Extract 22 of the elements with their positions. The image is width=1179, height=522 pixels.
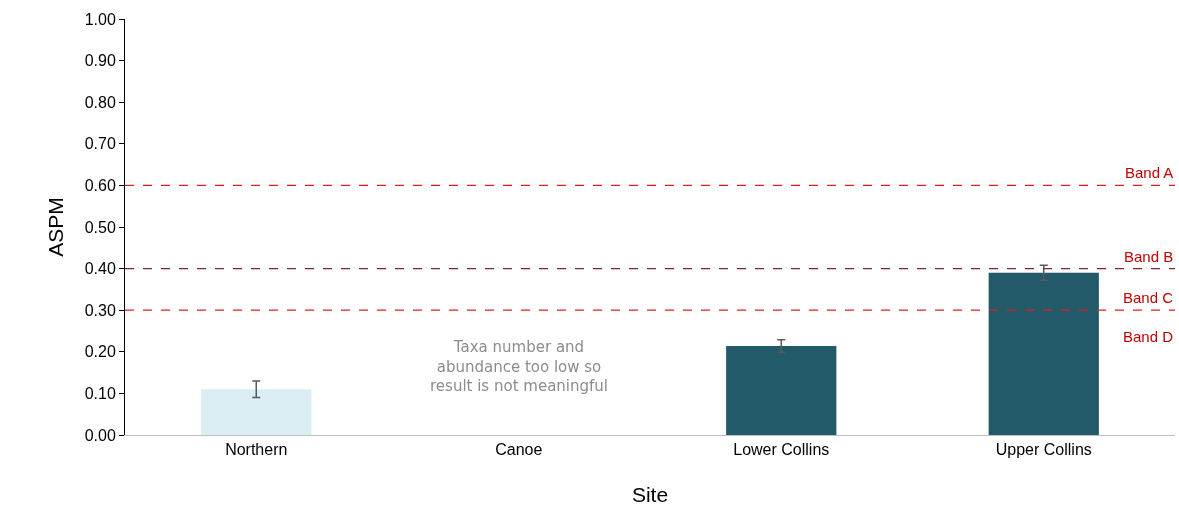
ref-line-label: Band B	[1124, 248, 1174, 265]
annotation: Band D	[1123, 328, 1174, 345]
y-tick-label: 0.10	[84, 385, 116, 402]
y-tick-label: 0.90	[84, 52, 116, 70]
y-tick-label: 0.30	[84, 301, 116, 319]
ref-line-label: Band A	[1125, 164, 1174, 181]
y-tick-label: 0.70	[84, 135, 116, 153]
y-tick-label: 0.00	[84, 426, 116, 444]
y-axis-title: ASPM	[43, 197, 67, 257]
x-axis-title: Site	[631, 483, 669, 507]
y-tick-label: 0.80	[84, 93, 116, 111]
annotation: Taxa number and abundance too low so result is not meaningful	[430, 338, 608, 395]
y-tick-label: 0.50	[84, 218, 116, 236]
x-tick-label: Northern	[225, 441, 288, 459]
x-tick-label: Lower Collins	[733, 441, 830, 459]
x-tick-label: Canoe	[495, 441, 543, 459]
y-tick-label: 1.00	[84, 10, 116, 28]
ref-line-label: Band C	[1123, 289, 1174, 306]
y-tick-label: 0.20	[84, 343, 116, 361]
x-tick-label: Upper Collins	[995, 441, 1092, 459]
y-tick-label: 0.40	[84, 260, 116, 278]
y-tick-label: 0.60	[84, 177, 116, 194]
